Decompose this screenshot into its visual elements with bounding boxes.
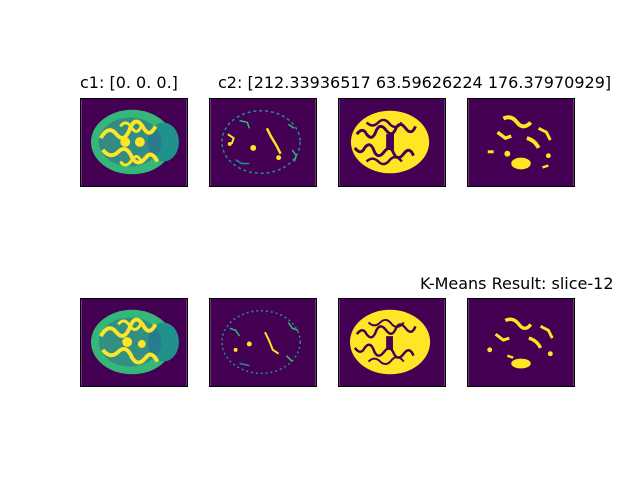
panel-r1-c3 — [338, 98, 446, 187]
brain-image-full — [81, 299, 187, 386]
panel-r1-c4 — [467, 98, 575, 187]
brain-image-full — [81, 99, 187, 186]
panel-r2-c1 — [80, 298, 188, 387]
brain-image-sparse-edges — [210, 99, 316, 186]
subplot-title-c1: c1: [0. 0. 0.] — [80, 73, 178, 92]
brain-image-sparse-edges — [210, 299, 316, 386]
panel-r2-c3 — [338, 298, 446, 387]
panel-r2-c2 — [209, 298, 317, 387]
panel-r1-c1 — [80, 98, 188, 187]
brain-image-dense-yellow — [339, 99, 445, 186]
panel-r2-c4 — [467, 298, 575, 387]
subplot-title-result: K-Means Result: slice-12 — [420, 274, 614, 293]
panel-r1-c2 — [209, 98, 317, 187]
brain-image-sparse-yellow — [468, 299, 574, 386]
brain-image-sparse-yellow — [468, 99, 574, 186]
subplot-title-c2: c2: [212.33936517 63.59626224 176.379709… — [218, 73, 612, 92]
brain-image-dense-yellow — [339, 299, 445, 386]
